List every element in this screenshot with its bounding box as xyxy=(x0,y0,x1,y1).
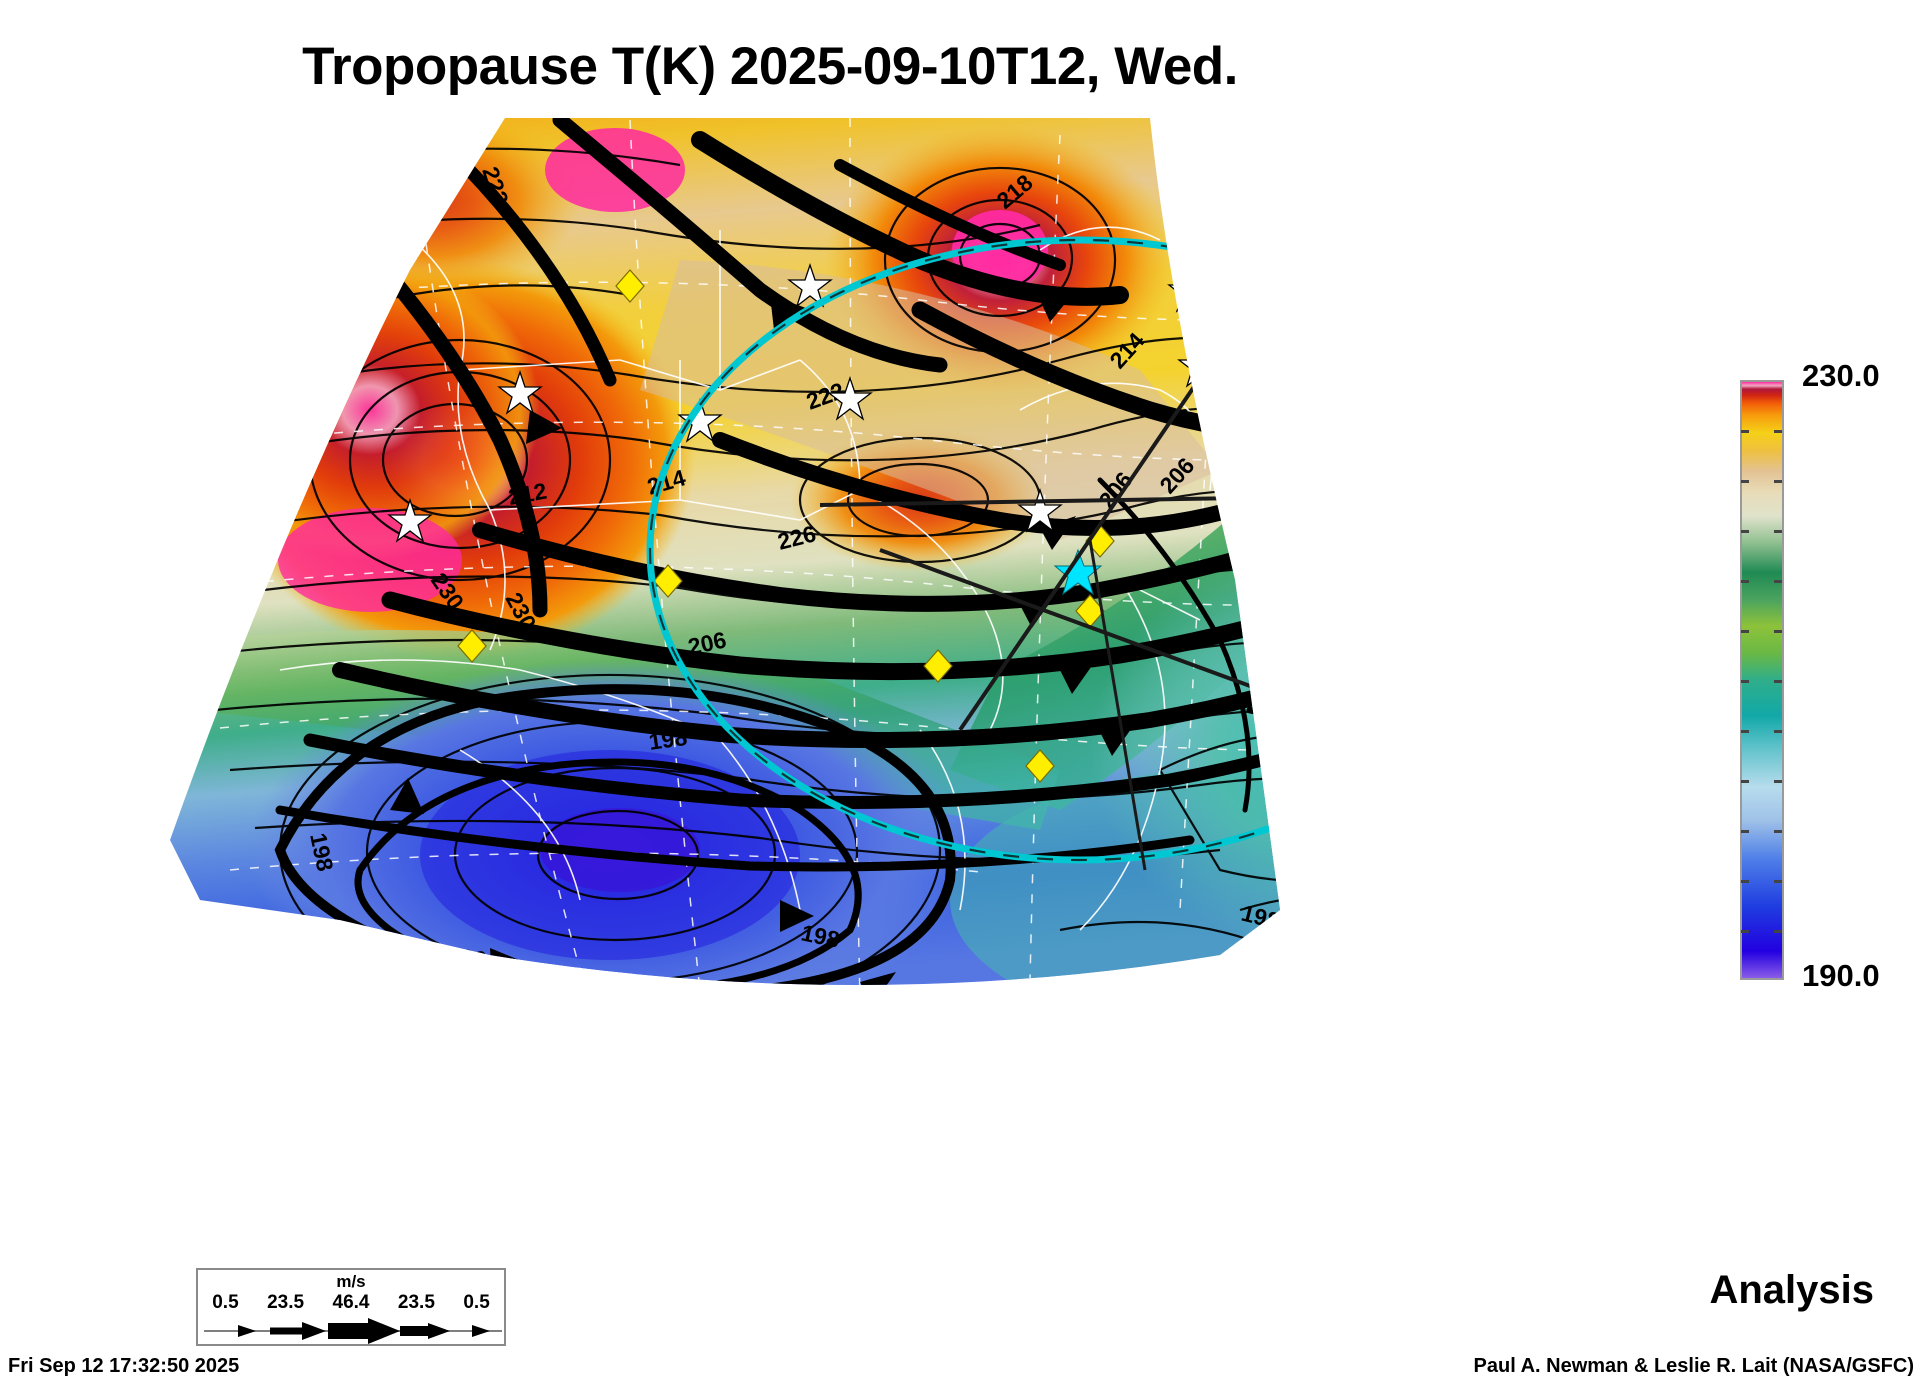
wind-value-0: 0.5 xyxy=(212,1292,239,1313)
colorbar-min-label: 190.0 xyxy=(1802,958,1880,993)
author-credit: Paul A. Newman & Leslie R. Lait (NASA/GS… xyxy=(1473,1355,1914,1377)
flight-track-4[interactable] xyxy=(1088,539,1147,871)
svg-text:198: 198 xyxy=(647,724,689,755)
colorbar-tick xyxy=(1774,430,1782,433)
wind-value-1: 23.5 xyxy=(267,1292,305,1313)
colorbar-tick xyxy=(1741,880,1749,883)
analysis-label: Analysis xyxy=(1709,1268,1874,1312)
wind-legend-values: 0.5 23.5 46.4 23.5 0.5 xyxy=(198,1292,504,1314)
colorbar-tick xyxy=(1774,480,1782,483)
colorbar-tick xyxy=(1774,630,1782,633)
flight-track-2[interactable] xyxy=(819,493,1420,507)
map-field-layer: 222 222 222 212 230 230 214 226 206 218 … xyxy=(170,118,1420,985)
colorbar-tick xyxy=(1774,780,1782,783)
colorbar-tick xyxy=(1741,730,1749,733)
colorbar-max-label: 230.0 xyxy=(1802,358,1880,393)
wind-value-4: 0.5 xyxy=(463,1292,490,1313)
svg-text:222: 222 xyxy=(202,390,247,427)
colorbar-tick xyxy=(1741,430,1749,433)
colorbar-tick xyxy=(1774,880,1782,883)
wind-speed-legend: m/s 0.5 23.5 46.4 23.5 0.5 xyxy=(196,1268,506,1346)
hot-core-sw xyxy=(278,508,462,612)
flight-track-3[interactable] xyxy=(879,548,1370,732)
colorbar-tick xyxy=(1741,630,1749,633)
colorbar-tick xyxy=(1741,480,1749,483)
colorbar-tick xyxy=(1774,680,1782,683)
colorbar-tick xyxy=(1741,680,1749,683)
wind-value-3: 23.5 xyxy=(397,1292,435,1313)
colorbar-tick xyxy=(1741,930,1749,933)
wind-value-2: 46.4 xyxy=(332,1292,370,1313)
beige-band xyxy=(640,260,1220,540)
render-timestamp: Fri Sep 12 17:32:50 2025 xyxy=(8,1355,240,1377)
teal-region-s xyxy=(950,770,1280,985)
page-title: Tropopause T(K) 2025-09-10T12, Wed. xyxy=(302,37,1238,96)
colorbar-tick xyxy=(1774,830,1782,833)
colorbar-tick xyxy=(1741,830,1749,833)
colorbar-group: 230.0 190.0 xyxy=(1740,358,1880,993)
map-panel[interactable]: 222 222 222 212 230 230 214 226 206 218 … xyxy=(160,110,1560,1010)
sonde-markers xyxy=(457,269,1115,783)
svg-text:26: 26 xyxy=(459,944,487,973)
colorbar-tick xyxy=(1774,930,1782,933)
colorbar-tick xyxy=(1774,580,1782,583)
colorbar-tick xyxy=(1741,580,1749,583)
colorbar-tick xyxy=(1741,530,1749,533)
wind-legend-units: m/s xyxy=(336,1272,366,1291)
colorbar-tick xyxy=(1774,730,1782,733)
wind-legend-arrows xyxy=(204,1318,502,1344)
colorbar-tick xyxy=(1774,530,1782,533)
flight-circle-dash xyxy=(648,238,1280,862)
colorbar-tick xyxy=(1741,780,1749,783)
